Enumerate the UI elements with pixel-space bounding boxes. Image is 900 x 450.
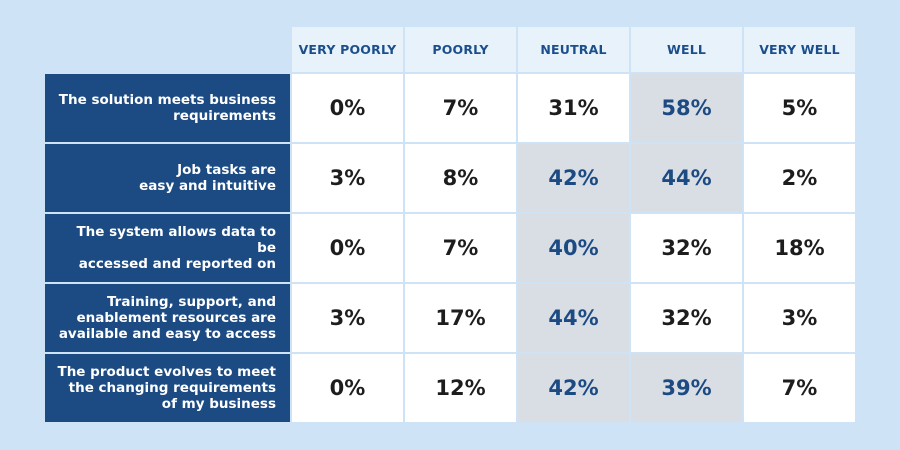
- value-cell-r4-well: 32%: [631, 284, 742, 352]
- value-cell-r1-very-poorly: 0%: [292, 74, 403, 142]
- row-label-2: Job tasks are easy and intuitive: [45, 144, 290, 212]
- value-cell-r3-poorly: 7%: [405, 214, 516, 282]
- column-header-very-poorly: VERY POORLY: [292, 27, 403, 72]
- value-cell-r4-very-well: 3%: [744, 284, 855, 352]
- value-cell-r3-very-well: 18%: [744, 214, 855, 282]
- value-cell-r1-well: 58%: [631, 74, 742, 142]
- value-cell-r5-neutral: 42%: [518, 354, 629, 422]
- row-label-5: The product evolves to meet the changing…: [45, 354, 290, 422]
- column-header-neutral: NEUTRAL: [518, 27, 629, 72]
- value-cell-r4-very-poorly: 3%: [292, 284, 403, 352]
- value-cell-r5-very-well: 7%: [744, 354, 855, 422]
- value-cell-r4-neutral: 44%: [518, 284, 629, 352]
- survey-results-table: VERY POORLY POORLY NEUTRAL WELL VERY WELL The…: [45, 27, 855, 422]
- value-cell-r2-very-well: 2%: [744, 144, 855, 212]
- value-cell-r5-poorly: 12%: [405, 354, 516, 422]
- value-cell-r2-poorly: 8%: [405, 144, 516, 212]
- value-cell-r1-neutral: 31%: [518, 74, 629, 142]
- column-header-very-well: VERY WELL: [744, 27, 855, 72]
- column-header-poorly: POORLY: [405, 27, 516, 72]
- value-cell-r3-well: 32%: [631, 214, 742, 282]
- column-header-well: WELL: [631, 27, 742, 72]
- value-cell-r2-neutral: 42%: [518, 144, 629, 212]
- row-label-4: Training, support, and enablement resour…: [45, 284, 290, 352]
- value-cell-r1-very-well: 5%: [744, 74, 855, 142]
- row-label-1: The solution meets business requirements: [45, 74, 290, 142]
- value-cell-r3-neutral: 40%: [518, 214, 629, 282]
- row-label-3: The system allows data to be accessed an…: [45, 214, 290, 282]
- value-cell-r1-poorly: 7%: [405, 74, 516, 142]
- value-cell-r5-well: 39%: [631, 354, 742, 422]
- value-cell-r5-very-poorly: 0%: [292, 354, 403, 422]
- value-cell-r2-well: 44%: [631, 144, 742, 212]
- value-cell-r3-very-poorly: 0%: [292, 214, 403, 282]
- value-cell-r2-very-poorly: 3%: [292, 144, 403, 212]
- value-cell-r4-poorly: 17%: [405, 284, 516, 352]
